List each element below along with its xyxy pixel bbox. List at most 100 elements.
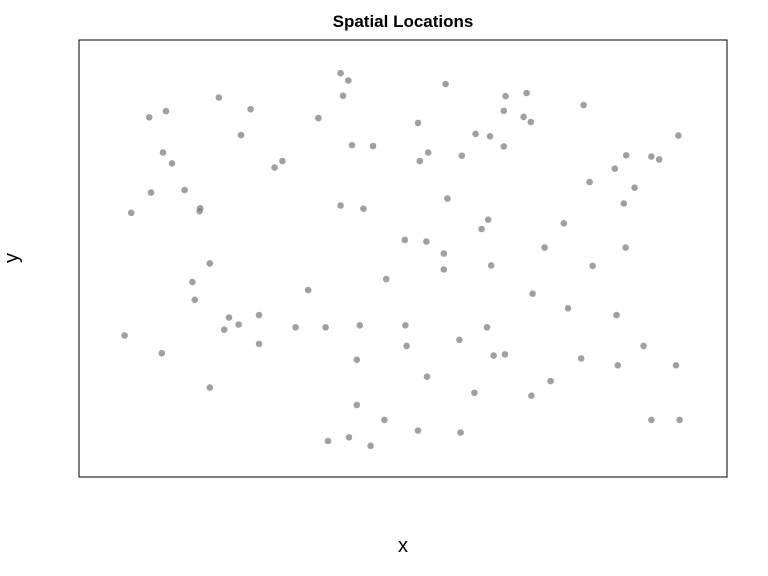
data-point-18: [206, 384, 214, 391]
data-point-49: [424, 149, 432, 156]
data-point-4: [127, 209, 135, 217]
data-point-90: [613, 311, 620, 319]
data-point-22: [255, 311, 263, 319]
data-point-44: [401, 236, 409, 244]
data-point-19: [225, 314, 233, 321]
data-points: [121, 69, 683, 450]
data-point-25: [279, 157, 286, 165]
data-point-63: [484, 216, 492, 223]
data-point-35: [348, 141, 356, 149]
data-point-75: [529, 290, 536, 298]
data-point-54: [444, 195, 451, 202]
data-point-60: [472, 130, 479, 138]
data-point-59: [458, 152, 466, 159]
data-point-31: [345, 77, 352, 84]
x-axis-label: x: [398, 535, 408, 557]
data-point-77: [541, 244, 548, 251]
data-point-85: [611, 165, 619, 172]
data-point-28: [304, 286, 312, 294]
data-point-11: [247, 105, 254, 113]
data-point-94: [655, 156, 663, 163]
data-point-72: [523, 89, 530, 97]
data-point-51: [423, 373, 431, 381]
data-point-16: [191, 296, 199, 304]
data-point-65: [471, 389, 478, 397]
data-point-10: [237, 131, 245, 139]
data-point-46: [402, 322, 409, 329]
data-point-96: [672, 362, 680, 369]
data-point-38: [353, 356, 361, 364]
data-point-53: [442, 80, 449, 88]
data-point-62: [478, 225, 485, 233]
data-point-7: [168, 160, 176, 167]
data-point-82: [580, 101, 587, 109]
data-point-83: [586, 178, 593, 186]
data-point-55: [440, 250, 448, 257]
data-point-67: [490, 352, 497, 359]
data-point-17: [181, 186, 188, 194]
data-point-91: [614, 362, 622, 369]
data-point-52: [414, 427, 422, 434]
data-point-8: [158, 349, 166, 357]
data-point-21: [235, 321, 242, 328]
data-point-1: [145, 114, 153, 121]
data-point-34: [360, 205, 367, 212]
data-point-68: [500, 143, 508, 150]
data-point-39: [353, 401, 361, 409]
data-point-87: [620, 200, 628, 207]
data-point-24: [271, 164, 278, 171]
plot-area-border: [78, 39, 728, 478]
data-point-47: [414, 119, 422, 127]
data-point-92: [640, 342, 647, 350]
data-point-71: [502, 92, 509, 100]
data-point-42: [367, 442, 374, 450]
data-point-40: [324, 437, 332, 445]
data-point-69: [501, 351, 509, 358]
data-point-84: [589, 262, 596, 270]
data-point-13: [196, 207, 203, 215]
data-point-2: [162, 107, 170, 115]
data-point-43: [381, 416, 388, 424]
data-point-93: [648, 153, 655, 160]
data-point-27: [315, 114, 322, 122]
data-point-45: [403, 342, 410, 350]
chart-title: Spatial Locations: [333, 12, 474, 31]
data-point-41: [345, 434, 353, 441]
data-point-58: [457, 429, 464, 436]
data-point-74: [527, 118, 535, 126]
data-point-6: [159, 149, 167, 156]
data-point-86: [622, 152, 630, 159]
data-point-81: [577, 355, 585, 362]
data-point-97: [648, 416, 655, 424]
data-point-99: [369, 142, 377, 150]
data-point-20: [220, 326, 228, 334]
data-point-48: [416, 157, 424, 165]
data-point-14: [206, 260, 214, 267]
data-point-66: [483, 324, 491, 331]
data-point-33: [337, 202, 344, 209]
data-point-64: [487, 262, 495, 269]
data-point-70: [500, 107, 508, 115]
data-point-56: [440, 266, 448, 273]
data-point-89: [631, 184, 638, 191]
data-point-80: [564, 305, 572, 312]
data-point-95: [675, 132, 682, 139]
data-point-23: [255, 340, 263, 348]
data-point-3: [147, 189, 155, 196]
data-point-30: [337, 69, 344, 77]
data-point-5: [121, 332, 128, 339]
data-point-15: [189, 278, 196, 286]
data-point-73: [520, 113, 527, 121]
data-point-78: [547, 377, 554, 385]
data-point-26: [292, 324, 299, 331]
data-point-79: [560, 220, 568, 227]
data-point-88: [622, 244, 629, 251]
data-point-37: [382, 275, 390, 283]
data-point-29: [322, 324, 329, 331]
data-point-76: [528, 392, 535, 400]
data-point-61: [486, 133, 494, 140]
data-point-9: [215, 94, 223, 101]
y-axis-label: y: [1, 253, 23, 263]
data-point-36: [356, 322, 364, 329]
data-point-57: [456, 336, 463, 344]
